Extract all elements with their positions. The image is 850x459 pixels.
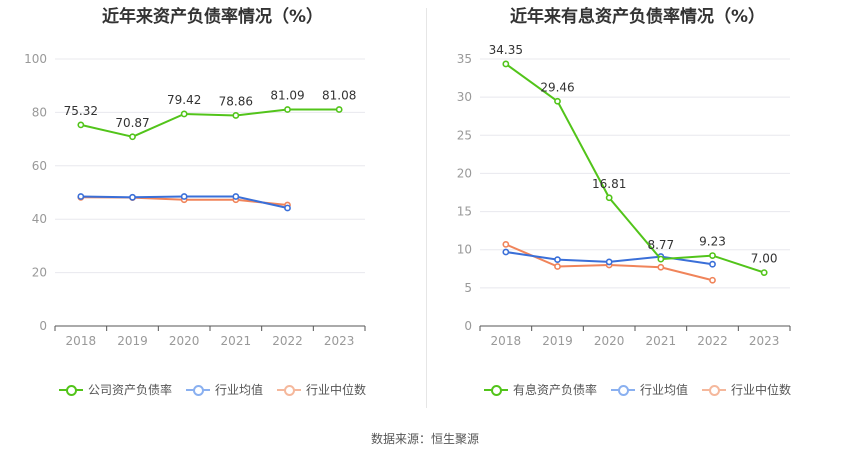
y-tick-label: 0: [464, 319, 472, 333]
series-line: [505, 63, 765, 274]
chart-title: 近年来有息资产负债率情况（%）: [509, 7, 766, 27]
chart-title: 近年来资产负债率情况（%）: [101, 7, 324, 27]
data-point: [709, 276, 716, 284]
chart-plot-right: 0 5 10 15 20 25 30 35 2018 2019 2020 2021 2022 2023 34…: [457, 43, 791, 348]
data-label: 81.09: [270, 88, 304, 102]
y-tick-label: 60: [32, 159, 47, 173]
x-tick-label: 2019: [117, 334, 148, 348]
legend-line-icon: [58, 384, 83, 396]
x-tick-label: 2021: [221, 334, 252, 348]
data-point: [502, 240, 510, 248]
legend-item-company[interactable]: 有息资产负债率: [483, 381, 597, 398]
data-label: 78.86: [219, 94, 253, 108]
data-point: [284, 106, 291, 113]
data-label: 79.42: [167, 93, 201, 107]
data-point: [77, 193, 85, 200]
y-tick-label: 15: [457, 205, 472, 219]
legend-item-industry-median[interactable]: 行业中位数: [702, 381, 791, 398]
x-tick-label: 2022: [272, 334, 303, 348]
data-point: [709, 260, 716, 268]
data-point: [554, 263, 561, 270]
x-tick-label: 2023: [749, 334, 780, 348]
data-point: [232, 193, 240, 200]
chart-panel-left: 近年来资产负债率情况（%） 0 20 40 60 80 100 2018 2019 2020 20…: [0, 0, 425, 410]
chart-plot-left: 0 20 40 60 80 100 2018 2019 2020 2021 2022 2023 75.3…: [24, 52, 366, 348]
legend-label: 行业均值: [639, 383, 688, 397]
legend-label: 有息资产负债率: [512, 383, 597, 397]
x-tick-label: 2019: [542, 334, 573, 348]
series-line: [80, 108, 340, 138]
data-label: 34.35: [489, 43, 523, 57]
data-label: 9.23: [699, 235, 726, 249]
chart-panel-right: 近年来有息资产负债率情况（%） 0 5 10 15 20 25 30 35 2018 2019 20…: [425, 0, 850, 410]
chart-legend: 有息资产负债率 行业均值 行业中位数: [425, 381, 850, 398]
y-tick-label: 30: [457, 90, 472, 104]
data-point: [657, 255, 665, 263]
data-point: [284, 204, 291, 212]
legend-label: 行业中位数: [306, 383, 367, 397]
data-point: [335, 106, 343, 113]
x-tick-label: 2022: [697, 334, 728, 348]
data-point: [554, 256, 561, 264]
y-tick-label: 35: [457, 52, 472, 66]
data-source-note: 数据来源：恒生聚源: [370, 432, 479, 446]
data-point: [605, 258, 613, 266]
data-label: 8.77: [647, 238, 674, 252]
legend-label: 行业均值: [214, 383, 263, 397]
data-label: 16.81: [592, 177, 626, 191]
y-tick-label: 10: [457, 243, 472, 257]
legend-line-icon: [277, 384, 301, 396]
panel-divider: [426, 8, 427, 408]
data-point: [232, 112, 240, 119]
data-point: [129, 133, 136, 141]
y-tick-label: 5: [464, 281, 472, 295]
legend-item-company[interactable]: 公司资产负债率: [58, 381, 172, 398]
data-label: 75.32: [64, 104, 98, 118]
legend-item-industry-mean[interactable]: 行业均值: [610, 381, 688, 398]
data-point: [657, 263, 665, 271]
data-point: [709, 252, 716, 259]
data-point: [180, 193, 188, 200]
data-label: 29.46: [540, 80, 574, 94]
data-point: [554, 97, 561, 105]
legend-line-icon: [702, 384, 726, 396]
y-tick-label: 100: [24, 52, 47, 66]
data-point: [605, 194, 613, 202]
data-point: [502, 248, 510, 256]
x-tick-label: 2018: [66, 334, 97, 348]
y-tick-label: 80: [32, 105, 47, 119]
x-tick-label: 2023: [324, 334, 355, 348]
data-point: [180, 110, 188, 118]
y-tick-label: 20: [457, 166, 472, 180]
x-tick-label: 2018: [491, 334, 522, 348]
legend-label: 行业中位数: [731, 383, 792, 397]
data-point: [77, 121, 85, 129]
legend-item-industry-mean[interactable]: 行业均值: [185, 381, 263, 398]
legend-line-icon: [483, 384, 508, 396]
data-label: 7.00: [751, 252, 778, 266]
y-tick-label: 0: [39, 319, 47, 333]
legend-item-industry-median[interactable]: 行业中位数: [277, 381, 366, 398]
data-point: [502, 60, 510, 68]
legend-line-icon: [610, 384, 635, 396]
chart-legend: 公司资产负债率 行业均值 行业中位数: [0, 381, 425, 398]
data-label: 70.87: [115, 116, 149, 130]
data-point: [760, 269, 768, 276]
x-tick-label: 2021: [646, 334, 677, 348]
legend-label: 公司资产负债率: [87, 383, 172, 397]
data-point: [129, 193, 136, 201]
y-tick-label: 20: [32, 266, 47, 280]
x-tick-label: 2020: [169, 334, 200, 348]
legend-line-icon: [185, 384, 210, 396]
x-tick-label: 2020: [594, 334, 625, 348]
y-tick-label: 40: [32, 212, 47, 226]
data-label: 81.08: [322, 89, 356, 103]
y-tick-label: 25: [457, 128, 472, 142]
